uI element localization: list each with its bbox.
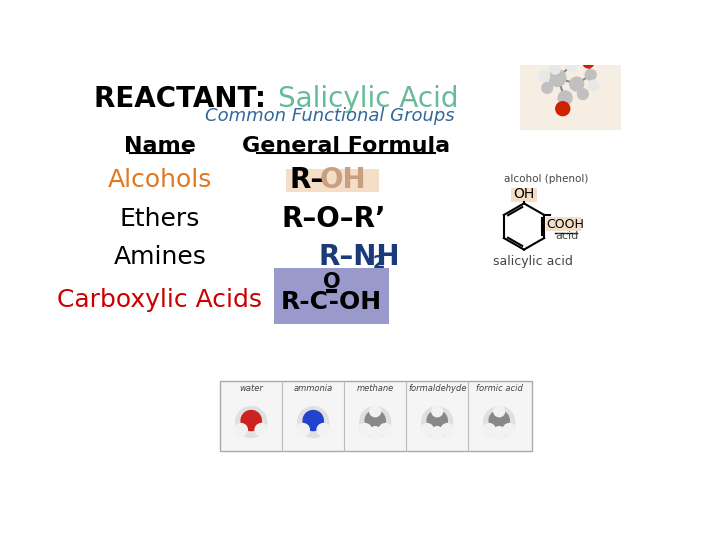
Text: OH: OH [320,166,366,194]
Bar [286,168,379,192]
Circle shape [549,70,566,86]
Text: R-C-OH: R-C-OH [282,290,382,314]
Circle shape [379,423,392,436]
Circle shape [317,423,330,436]
Circle shape [489,410,509,430]
Text: alcohol (phenol): alcohol (phenol) [503,174,588,184]
Circle shape [360,407,391,437]
Text: formaldehyde: formaldehyde [408,384,467,393]
Text: 2: 2 [373,254,385,272]
Text: General Formula: General Formula [242,136,450,156]
Circle shape [583,57,594,68]
Circle shape [503,423,516,436]
Circle shape [432,406,443,417]
Text: salicylic acid: salicylic acid [493,255,573,268]
Circle shape [483,423,495,436]
Text: Carboxylic Acids: Carboxylic Acids [58,288,262,312]
Circle shape [585,70,596,80]
Circle shape [255,423,267,436]
Bar [546,217,580,231]
Text: Amines: Amines [113,245,206,269]
Circle shape [577,89,588,99]
Circle shape [303,410,323,430]
Circle shape [297,423,310,436]
Circle shape [422,407,453,437]
Circle shape [369,427,382,439]
Circle shape [235,423,248,436]
Circle shape [549,63,560,74]
Circle shape [365,410,385,430]
Circle shape [297,407,329,437]
Circle shape [588,80,599,91]
Circle shape [484,407,515,437]
Circle shape [539,71,549,82]
Text: ammonia: ammonia [294,384,333,393]
Circle shape [241,410,261,430]
Bar [274,268,389,323]
Text: R–O–R’: R–O–R’ [282,205,387,233]
Text: Salicylic Acid: Salicylic Acid [279,85,459,113]
Text: Alcohols: Alcohols [107,168,212,192]
Circle shape [441,423,454,436]
Text: acid: acid [555,231,578,241]
Bar [520,57,621,130]
Circle shape [494,406,505,417]
Text: water: water [239,384,263,393]
Text: Common Functional Groups: Common Functional Groups [205,107,455,125]
Circle shape [427,410,447,430]
Text: R–NH: R–NH [319,244,400,271]
Text: Name: Name [124,136,196,156]
Circle shape [556,102,570,116]
Text: R–: R– [290,166,325,194]
Circle shape [570,77,584,91]
Text: methane: methane [356,384,394,393]
Text: COOH: COOH [546,218,584,231]
Bar [220,381,532,451]
Circle shape [370,406,381,417]
Circle shape [235,407,266,437]
Bar [510,188,537,202]
Circle shape [431,427,444,439]
Text: O: O [323,272,341,292]
Circle shape [558,91,572,105]
Circle shape [542,83,553,93]
Text: formic acid: formic acid [476,384,523,393]
Text: REACTANT:: REACTANT: [94,85,276,113]
Circle shape [566,60,577,71]
Circle shape [359,423,372,436]
Circle shape [493,427,505,439]
Circle shape [421,423,433,436]
Text: OH: OH [513,187,535,201]
Text: Ethers: Ethers [120,207,200,231]
